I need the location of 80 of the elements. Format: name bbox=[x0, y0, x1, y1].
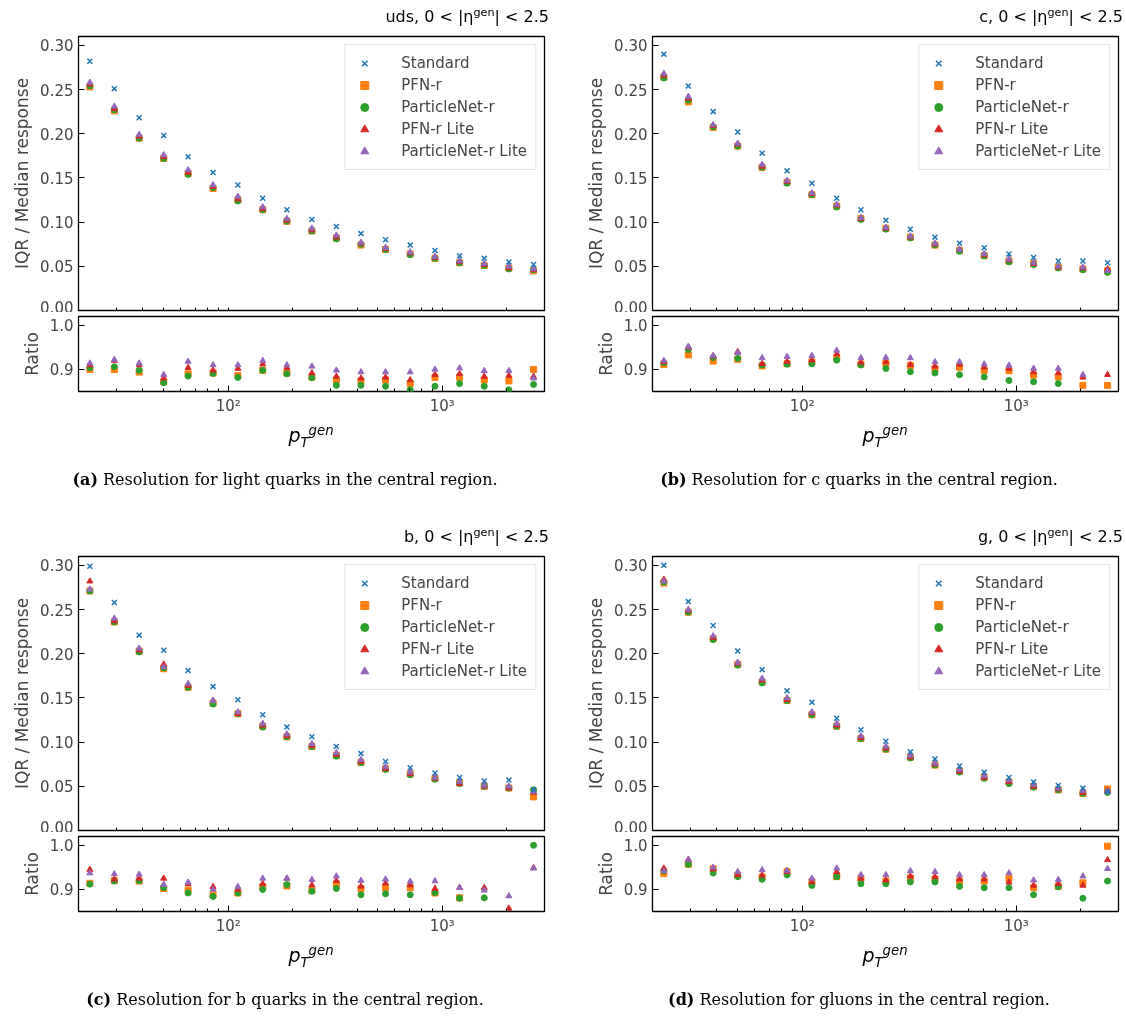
legend-label: Standard bbox=[401, 574, 470, 592]
x-tick-label: 10² bbox=[789, 396, 815, 415]
legend-label: PFN-r Lite bbox=[401, 120, 475, 138]
x-tick-label: 10² bbox=[215, 396, 241, 415]
y-tick-label: 0.20 bbox=[40, 645, 74, 664]
legend-label: ParticleNet-r bbox=[401, 98, 495, 116]
x-tick-label: 10³ bbox=[1003, 396, 1029, 415]
y-axis-title: Ratio bbox=[21, 332, 42, 376]
y-tick-label: 0.00 bbox=[40, 298, 74, 317]
y-axis-title: Ratio bbox=[21, 852, 42, 896]
legend-label: PFN-r bbox=[975, 596, 1016, 614]
chart-title: b, 0 < |η$^{gen}$| < 2.5 bbox=[403, 525, 549, 549]
text: (b) Resolution for c quarks in the central region. bbox=[660, 469, 1058, 491]
y-tick-label: 1.0 bbox=[623, 317, 648, 336]
y-tick-label: 0.10 bbox=[40, 214, 74, 233]
legend-label: PFN-r bbox=[401, 596, 442, 614]
y-tick-label: 0.25 bbox=[614, 81, 648, 100]
y-tick-label: 0.15 bbox=[40, 689, 74, 708]
legend-label: PFN-r bbox=[401, 76, 442, 94]
y-tick-label: 0.05 bbox=[614, 778, 648, 797]
y-tick-label: 0.9 bbox=[623, 881, 648, 900]
legend-label: Standard bbox=[975, 574, 1044, 592]
y-tick-label: 0.05 bbox=[40, 258, 74, 277]
y-tick-label: 0.00 bbox=[40, 818, 74, 837]
legend-label: PFN-r Lite bbox=[401, 640, 475, 658]
legend-label: PFN-r Lite bbox=[975, 120, 1049, 138]
y-axis-title: IQR / Median response bbox=[586, 77, 607, 270]
legend-label: ParticleNet-r bbox=[975, 98, 1069, 116]
legend-label: Standard bbox=[975, 54, 1044, 72]
chart-title: c, 0 < |η$^{gen}$| < 2.5 bbox=[979, 5, 1123, 29]
y-tick-label: 0.25 bbox=[40, 81, 74, 100]
y-axis-title: IQR / Median response bbox=[586, 597, 607, 790]
y-tick-label: 0.20 bbox=[614, 125, 648, 144]
legend-label: PFN-r Lite bbox=[975, 640, 1049, 658]
y-tick-label: 0.30 bbox=[40, 37, 74, 56]
x-tick-label: 10³ bbox=[429, 916, 455, 935]
y-axis-title: Ratio bbox=[595, 852, 616, 896]
y-axis-title: Ratio bbox=[595, 332, 616, 376]
y-tick-label: 1.0 bbox=[49, 317, 74, 336]
y-tick-label: 0.25 bbox=[614, 601, 648, 620]
y-tick-label: 0.9 bbox=[49, 361, 74, 380]
legend-label: ParticleNet-r Lite bbox=[975, 662, 1101, 680]
y-tick-label: 0.15 bbox=[614, 689, 648, 708]
y-tick-label: 0.10 bbox=[614, 734, 648, 753]
y-tick-label: 0.20 bbox=[614, 645, 648, 664]
y-tick-label: 0.15 bbox=[40, 169, 74, 188]
legend-label: ParticleNet-r bbox=[975, 618, 1069, 636]
legend-label: PFN-r bbox=[975, 76, 1016, 94]
chart-title: g, 0 < |η$^{gen}$| < 2.5 bbox=[977, 525, 1123, 549]
y-tick-label: 0.30 bbox=[614, 37, 648, 56]
y-tick-label: 0.05 bbox=[40, 778, 74, 797]
text: (c) Resolution for b quarks in the central region. bbox=[86, 989, 484, 1011]
y-tick-label: 0.10 bbox=[614, 214, 648, 233]
x-tick-label: 10² bbox=[215, 916, 241, 935]
y-tick-label: 0.30 bbox=[614, 557, 648, 576]
legend-label: ParticleNet-r Lite bbox=[975, 142, 1101, 160]
y-tick-label: 0.05 bbox=[614, 258, 648, 277]
legend-label: ParticleNet-r Lite bbox=[401, 142, 527, 160]
y-tick-label: 0.30 bbox=[40, 557, 74, 576]
y-tick-label: 0.9 bbox=[623, 361, 648, 380]
text: (d) Resolution for gluons in the central region. bbox=[668, 989, 1050, 1011]
y-tick-label: 0.00 bbox=[614, 818, 648, 837]
text: (a) Resolution for light quarks in the central region. bbox=[72, 469, 498, 491]
x-tick-label: 10² bbox=[789, 916, 815, 935]
x-tick-label: 10³ bbox=[1003, 916, 1029, 935]
y-tick-label: 0.10 bbox=[40, 734, 74, 753]
legend-label: ParticleNet-r bbox=[401, 618, 495, 636]
y-tick-label: 0.00 bbox=[614, 298, 648, 317]
chart-title: uds, 0 < |η$^{gen}$| < 2.5 bbox=[385, 5, 549, 29]
x-tick-label: 10³ bbox=[429, 396, 455, 415]
y-tick-label: 1.0 bbox=[623, 837, 648, 856]
y-axis-title: IQR / Median response bbox=[12, 597, 33, 790]
y-tick-label: 0.15 bbox=[614, 169, 648, 188]
y-tick-label: 0.9 bbox=[49, 881, 74, 900]
y-tick-label: 1.0 bbox=[49, 837, 74, 856]
y-axis-title: IQR / Median response bbox=[12, 77, 33, 270]
legend-label: ParticleNet-r Lite bbox=[401, 662, 527, 680]
legend-label: Standard bbox=[401, 54, 470, 72]
y-tick-label: 0.25 bbox=[40, 601, 74, 620]
y-tick-label: 0.20 bbox=[40, 125, 74, 144]
